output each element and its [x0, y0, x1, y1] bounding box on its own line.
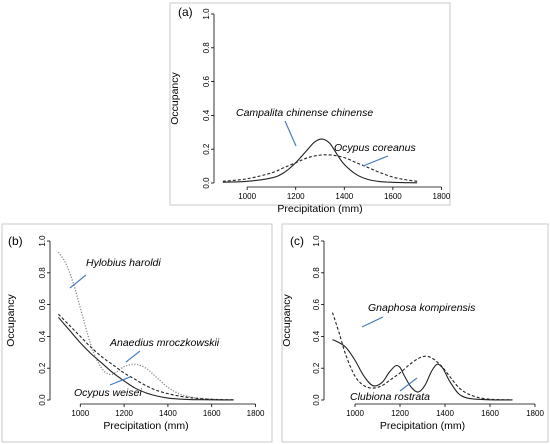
panel-b-x-axis-label: Precipitation (mm)	[103, 420, 188, 432]
panel-c-y-tick-label: 0.4	[312, 330, 321, 342]
panel-b-arrow-3	[109, 376, 131, 386]
panel-a-series-line-1	[222, 138, 418, 184]
panel-a-annotation-2: Ocypus coreanus	[334, 142, 416, 154]
panel-b-y-tick-label: 0.6	[38, 298, 47, 310]
panel-a-series-line-2	[222, 154, 418, 182]
panel-a-x-tick-label: 1000	[238, 192, 256, 201]
panel-a-x-tick-label: 1400	[335, 192, 353, 201]
panel-a-annotation-1: Campalita chinense chinense	[236, 107, 373, 119]
panel-a-x-axis-label: Precipitation (mm)	[277, 203, 362, 215]
panel-a-arrow-2	[362, 155, 389, 167]
panel-a-y-tick-label: 0.8	[202, 42, 211, 54]
panel-c-annotation-1: Gnaphosa kompirensis	[368, 302, 476, 314]
panel-b-series-line-3	[57, 316, 234, 401]
panel-c: (c) 0.0 0.2 0.4 0.6 0.8 1.0 1000 1200 1400 1600 18…	[281, 223, 549, 443]
panel-c-series-line-1	[331, 312, 513, 401]
panel-c-label: (c)	[290, 234, 304, 248]
panel-b-x-tick-label: 1600	[203, 409, 221, 418]
panel-b-arrow-1	[69, 274, 87, 289]
panel-b: (b) 0.0 0.2 0.4 0.6 0.8 1.0 1000 1200 1400 1600 18…	[1, 223, 273, 443]
panel-b-frame	[1, 223, 273, 443]
panel-c-y-tick-label: 1.0	[312, 235, 321, 247]
panel-a-y-tick-label: 0.4	[202, 109, 211, 121]
panel-c-plot: 0.0 0.2 0.4 0.6 0.8 1.0 1000 1200 1400 1600 1800 Pr…	[281, 235, 544, 432]
panel-a-arrow-1	[284, 120, 297, 147]
panel-b-x-tick-label: 1400	[159, 409, 177, 418]
panel-b-annotation-2: Anaedius mroczkowskii	[109, 337, 220, 349]
panel-c-frame	[281, 223, 549, 443]
panel-c-x-tick-label: 1600	[481, 409, 499, 418]
panel-a-x-tick-label: 1800	[433, 192, 451, 201]
panel-a-x-tick-label: 1600	[384, 192, 402, 201]
panel-b-x-tick-label: 1000	[71, 409, 89, 418]
panel-c-x-axis-label: Precipitation (mm)	[380, 420, 465, 432]
panel-c-x-tick-label: 1400	[436, 409, 454, 418]
panel-b-series-line-2	[57, 313, 234, 401]
panel-b-series-line-1	[57, 251, 234, 401]
panel-a-label: (a)	[178, 5, 193, 19]
panel-a-y-axis-label: Occupancy	[169, 71, 181, 124]
panel-c-y-axis-label: Occupancy	[281, 293, 293, 346]
panel-a: (a) 0.0 0.2 0.4 0.6 0.8 1.0 1000 1200 1400 1600 18…	[169, 2, 451, 215]
panel-c-y-tick-label: 0.6	[312, 298, 321, 310]
panel-a-y-tick-label: 0.0	[202, 177, 211, 189]
panel-c-y-tick-label: 0.0	[312, 394, 321, 406]
panel-b-annotation-3: Ocypus weisei	[74, 387, 142, 399]
panel-b-y-tick-label: 0.0	[38, 394, 47, 406]
panel-a-plot: 0.0 0.2 0.4 0.6 0.8 1.0 1000 1200 1400 1600 1800 Pr…	[169, 8, 451, 215]
panel-b-y-axis-label: Occupancy	[5, 293, 17, 346]
panel-a-y-tick-label: 1.0	[202, 8, 211, 20]
panel-c-x-tick-label: 1200	[391, 409, 409, 418]
panel-c-arrow-1	[361, 316, 384, 328]
panel-c-series-line-2	[332, 339, 513, 401]
panel-b-y-tick-label: 0.4	[38, 330, 47, 342]
panel-b-plot: 0.0 0.2 0.4 0.6 0.8 1.0 1000 1200 1400 1600 1800 Pr…	[5, 235, 265, 432]
panel-c-annotation-2: Clubiona rostrata	[350, 391, 430, 403]
panel-a-frame	[169, 2, 451, 206]
panel-b-x-tick-label: 1200	[115, 409, 133, 418]
panel-c-x-tick-label: 1000	[346, 409, 364, 418]
panel-b-y-tick-label: 0.2	[38, 362, 47, 374]
panel-b-y-tick-label: 1.0	[38, 235, 47, 247]
panel-a-y-tick-label: 0.2	[202, 143, 211, 155]
panel-c-arrow-2	[399, 377, 418, 392]
panel-b-x-tick-label: 1800	[247, 409, 265, 418]
panel-c-x-tick-label: 1800	[526, 409, 544, 418]
panel-a-y-tick-label: 0.6	[202, 75, 211, 87]
panel-c-y-tick-label: 0.2	[312, 362, 321, 374]
panel-a-x-tick-label: 1200	[287, 192, 305, 201]
panel-c-y-tick-label: 0.8	[312, 267, 321, 279]
panel-b-annotation-1: Hylobius haroldi	[86, 257, 161, 269]
panel-b-arrow-2	[125, 350, 141, 363]
panel-b-label: (b)	[8, 234, 23, 248]
panel-b-y-tick-label: 0.8	[38, 267, 47, 279]
